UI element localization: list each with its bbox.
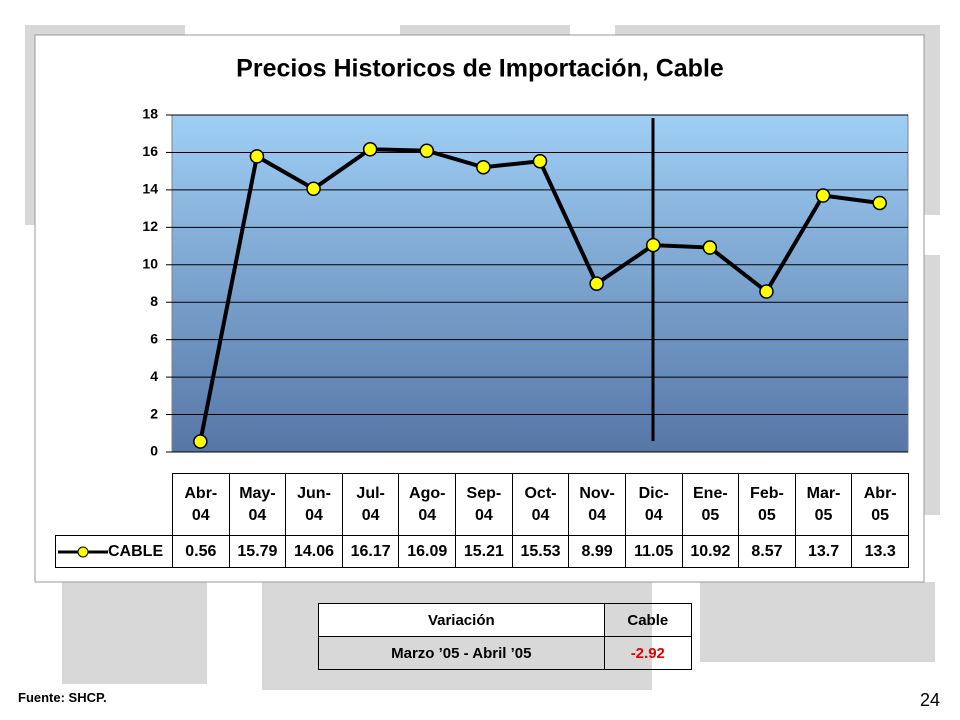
category-cell: Dic- 04 [624,473,683,536]
variation-table: Variación Cable Marzo ’05 - Abril ’05 -2.9… [318,603,693,670]
y-tick-label: 2 [150,405,158,421]
category-cell: Jun- 04 [285,473,343,536]
data-point [193,434,208,449]
value-cell: 10.92 [681,535,740,568]
legend-label: CABLE [108,542,164,560]
legend-swatch [58,546,108,557]
value-cell: 8.99 [568,535,626,568]
category-cell: May- 04 [228,473,287,536]
category-cell: Jul- 04 [341,473,400,536]
category-cell: Abr- 05 [851,473,909,536]
y-tick-label: 6 [150,330,158,346]
y-tick-label: 16 [142,143,158,159]
value-cell: 0.56 [172,535,230,568]
header-cell: Variación [318,603,605,637]
y-tick-label: 4 [150,368,158,384]
data-point [306,181,321,197]
category-cell: Nov- 04 [568,473,626,536]
y-tick-label: 12 [142,218,158,234]
category-cell: Ago- 04 [398,473,457,536]
category-cell: Oct- 04 [511,473,570,536]
y-tick-label: 0 [150,443,158,459]
data-point [815,188,831,203]
value-cell: 11.05 [624,535,683,568]
value-cell: 13.3 [851,535,909,568]
data-point [872,195,887,211]
value-cell: 15.21 [455,535,513,568]
value-cell: 13.7 [794,535,853,568]
value-cell: 16.09 [398,535,457,568]
value-cell: 15.79 [228,535,287,568]
category-cell: Mar- 05 [794,473,853,536]
category-cell: Ene- 05 [681,473,740,536]
category-cell: Sep- 04 [455,473,513,536]
data-point [419,143,435,159]
y-tick-label: 8 [150,293,158,309]
value-cell: 8.57 [738,535,796,568]
data-point [476,159,491,175]
value-cell: 16.17 [341,535,400,568]
page-number: 24 [920,690,941,710]
data-point [702,240,718,255]
y-tick-label: 18 [142,106,158,122]
data-point [362,142,378,157]
period-cell: Marzo ’05 - Abril ’05 [318,636,605,670]
data-point [645,237,661,253]
value-cell: 15.53 [511,535,570,568]
legend-cell: CABLE [55,535,173,568]
header-cell: Cable [603,603,693,637]
value-cell: 14.06 [285,535,343,568]
data-point [759,284,774,299]
y-tick-label: 14 [142,181,158,197]
source-note: Fuente: SHCP. [18,690,107,705]
y-tick-label: 10 [142,255,158,271]
data-point [589,276,604,291]
category-cell: Abr- 04 [172,473,230,536]
data-point [532,153,548,169]
variation-cell: -2.92 [603,636,693,670]
plot-area [171,114,909,453]
category-cell: Feb- 05 [738,473,796,536]
chart-title: Precios Historicos de Importación, Cable [236,55,724,83]
data-point [249,149,265,164]
